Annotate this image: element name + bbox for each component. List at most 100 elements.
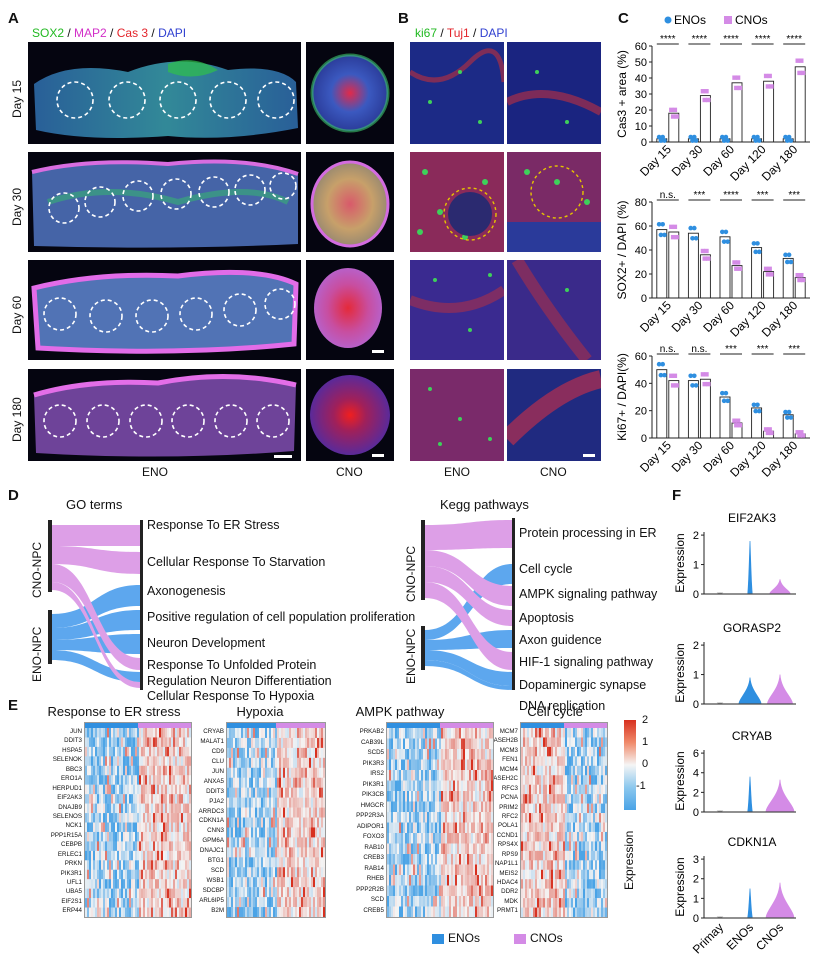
heatmap-cell bbox=[309, 807, 312, 818]
heatmap-cell bbox=[429, 738, 432, 750]
heatmap-cell bbox=[321, 747, 324, 759]
heatmap-cell bbox=[181, 746, 184, 757]
heatmap-cell bbox=[313, 877, 316, 888]
heatmap-cell bbox=[173, 850, 176, 861]
heatmap-cell bbox=[235, 837, 238, 848]
heatmap-cell bbox=[251, 737, 254, 749]
heatmap-cell bbox=[415, 896, 418, 907]
heatmap-cell bbox=[553, 737, 556, 748]
heatmap-cell bbox=[439, 906, 442, 918]
heatmap-cell bbox=[189, 841, 192, 852]
heatmap-cell bbox=[399, 738, 402, 750]
heatmap-cell bbox=[407, 749, 410, 760]
heatmap-cell bbox=[245, 797, 248, 808]
heatmap-cell bbox=[137, 737, 140, 748]
gene-label: RFC3 bbox=[501, 784, 518, 792]
heatmap-cell bbox=[433, 906, 436, 918]
heatmap-cell bbox=[455, 864, 458, 876]
data-point-eno bbox=[725, 239, 730, 244]
heatmap-cell bbox=[305, 907, 308, 918]
heatmap-cell bbox=[395, 875, 398, 886]
bar-enos bbox=[719, 396, 731, 439]
heatmap-cell bbox=[121, 794, 124, 804]
heatmap-cell bbox=[421, 770, 424, 781]
heatmap-cell bbox=[303, 777, 306, 788]
heatmap-cell bbox=[137, 765, 140, 776]
heatmap-cell bbox=[471, 759, 474, 771]
heatmap-cell bbox=[131, 765, 134, 776]
heatmap-cell bbox=[229, 877, 232, 888]
heatmap-cell bbox=[481, 885, 484, 897]
heatmap-cell bbox=[283, 737, 286, 749]
heatmap-cell bbox=[131, 737, 134, 748]
heatmap-cell bbox=[259, 877, 262, 888]
heatmap-cell bbox=[547, 869, 550, 880]
heatmap-cell bbox=[579, 831, 582, 842]
heatmap-cell bbox=[283, 767, 286, 778]
data-point-eno bbox=[662, 372, 667, 378]
heatmap-cell bbox=[183, 822, 186, 833]
heatmap-cell bbox=[439, 833, 442, 844]
heatmap-cell bbox=[175, 860, 178, 870]
heatmap-cell bbox=[443, 896, 446, 907]
heatmap-cell bbox=[581, 784, 584, 795]
heatmap-cell bbox=[87, 728, 90, 738]
heatmap-cell bbox=[243, 757, 246, 768]
data-point-cno bbox=[737, 423, 743, 428]
gene-label: PRKAB2 bbox=[359, 728, 384, 735]
heatmap-cell bbox=[397, 822, 400, 834]
heatmap-cell bbox=[413, 854, 416, 865]
heatmap-cell bbox=[419, 780, 422, 792]
y-tick-label: 6 bbox=[693, 748, 699, 760]
data-point-cno bbox=[674, 234, 679, 240]
heatmap-cell bbox=[161, 869, 164, 880]
heatmap-cell bbox=[237, 877, 240, 888]
heatmap-cell bbox=[593, 869, 596, 880]
heatmap-cell bbox=[257, 827, 260, 838]
heatmap-cell bbox=[99, 794, 102, 804]
heatmap-cell bbox=[423, 833, 426, 844]
heatmap-cell bbox=[125, 869, 128, 880]
heatmap-cell bbox=[231, 847, 234, 858]
heatmap-cell bbox=[463, 896, 466, 907]
heatmap-cell bbox=[553, 756, 556, 766]
data-point-eno bbox=[751, 241, 757, 246]
heatmap-cell bbox=[275, 747, 278, 759]
heatmap-cell bbox=[227, 787, 230, 798]
legend-ki67: ki67 bbox=[415, 26, 438, 40]
heatmap-cell bbox=[129, 765, 132, 776]
heatmap-cell bbox=[601, 803, 604, 814]
heatmap-cell bbox=[527, 775, 530, 785]
heatmap-cell bbox=[421, 885, 424, 897]
heatmap-cell bbox=[291, 777, 294, 788]
gene-label: B2M bbox=[211, 906, 224, 914]
heatmap-cell bbox=[399, 854, 402, 865]
heatmap-cell bbox=[525, 879, 528, 889]
heatmap-cell bbox=[587, 784, 590, 795]
colorbar bbox=[624, 720, 636, 810]
sig-label: **** bbox=[660, 34, 676, 45]
heatmap-cell bbox=[97, 756, 100, 766]
heatmap-cell bbox=[113, 775, 116, 785]
data-point-eno bbox=[788, 138, 794, 143]
heatmap-cell bbox=[107, 869, 110, 880]
heatmap-cell bbox=[389, 822, 392, 834]
kegg-title: Kegg pathways bbox=[440, 497, 529, 512]
heatmap-cell bbox=[605, 775, 608, 785]
heatmap-cell bbox=[173, 841, 176, 852]
heatmap-cell bbox=[99, 728, 102, 738]
heatmap-cell bbox=[569, 728, 572, 738]
data-point-cno bbox=[700, 89, 706, 94]
heatmap-cell bbox=[571, 737, 574, 748]
heatmap-cell bbox=[429, 843, 432, 855]
heatmap-cell bbox=[477, 854, 480, 865]
heatmap-cell bbox=[477, 812, 480, 823]
heatmap-cell bbox=[577, 765, 580, 776]
heatmap-cell bbox=[117, 794, 120, 804]
heatmap-cell bbox=[387, 738, 390, 750]
heatmap-cell bbox=[451, 822, 454, 834]
heatmap-cell bbox=[547, 813, 550, 823]
heatmap-cell bbox=[317, 907, 320, 918]
heatmap-cell bbox=[127, 737, 130, 748]
sig-label: *** bbox=[725, 344, 737, 355]
